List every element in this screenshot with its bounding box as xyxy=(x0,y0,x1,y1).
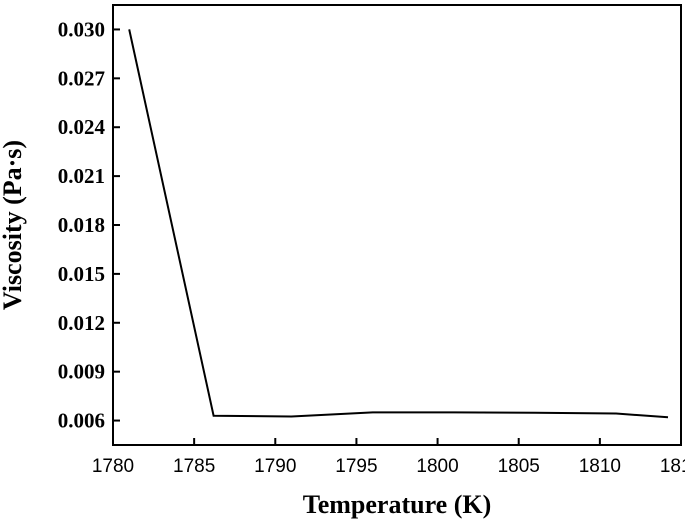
y-tick-label: 0.021 xyxy=(58,164,105,188)
plot-frame xyxy=(112,4,682,446)
y-axis-title: Viscosity (Pa·s) xyxy=(0,140,27,310)
x-axis-tick-labels: 1780 1785 1790 1795 1800 1805 1810 1815 xyxy=(92,456,685,477)
y-tick-label: 0.024 xyxy=(58,115,106,139)
x-tick-label: 1810 xyxy=(579,456,621,477)
y-tick-label: 0.006 xyxy=(58,409,105,433)
x-tick-label: 1805 xyxy=(498,456,540,477)
viscosity-series-line xyxy=(128,29,669,419)
x-axis-title: Temperature (K) xyxy=(303,490,491,519)
y-tick-label: 0.018 xyxy=(58,213,105,237)
y-tick-label: 0.015 xyxy=(58,262,105,286)
y-tick-label: 0.030 xyxy=(58,17,105,41)
x-tick-label: 1790 xyxy=(254,456,296,477)
y-axis-ticks xyxy=(113,28,120,422)
x-tick-label: 1815 xyxy=(660,456,685,477)
x-axis-ticks xyxy=(112,438,682,445)
x-tick-label: 1780 xyxy=(92,456,134,477)
x-tick-label: 1800 xyxy=(416,456,458,477)
x-tick-label: 1795 xyxy=(335,456,377,477)
y-axis-tick-labels: 0.006 0.009 0.012 0.015 0.018 0.021 0.024 0.027… xyxy=(58,17,106,432)
y-tick-label: 0.027 xyxy=(58,66,105,90)
y-tick-label: 0.012 xyxy=(58,311,105,335)
y-tick-label: 0.009 xyxy=(58,360,105,384)
x-tick-label: 1785 xyxy=(173,456,215,477)
